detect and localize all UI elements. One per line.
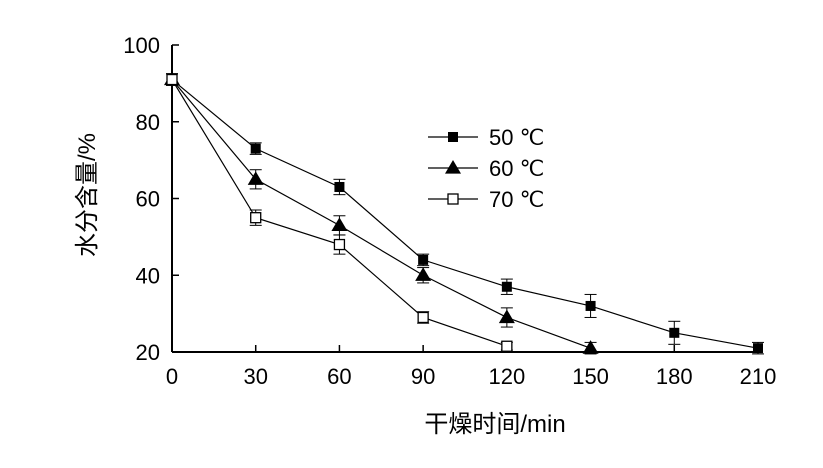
legend-marker bbox=[445, 160, 461, 174]
data-point bbox=[250, 212, 262, 224]
legend-item-2: 70 ℃ bbox=[428, 187, 544, 212]
legend-item-0: 50 ℃ bbox=[428, 125, 544, 150]
data-point bbox=[166, 73, 178, 86]
series-line bbox=[171, 79, 591, 349]
data-point bbox=[501, 340, 513, 352]
x-tick-label: 210 bbox=[740, 364, 777, 389]
series-line bbox=[171, 79, 759, 349]
data-point bbox=[582, 340, 599, 354]
x-tick-label: 0 bbox=[166, 364, 178, 389]
x-tick-label: 90 bbox=[411, 364, 435, 389]
x-ticks: 0 30 60 90 120 150 180 210 bbox=[166, 345, 776, 389]
series-1 bbox=[164, 71, 599, 355]
legend-label: 60 ℃ bbox=[489, 156, 544, 181]
data-point bbox=[331, 217, 348, 231]
x-tick-label: 30 bbox=[243, 364, 267, 389]
data-point bbox=[753, 343, 763, 354]
y-axis-title: 水分含量/% bbox=[74, 133, 101, 257]
x-axis-title: 干燥时间/min bbox=[424, 411, 565, 438]
legend: 50 ℃ 60 ℃ 70 ℃ bbox=[428, 125, 544, 212]
y-tick-label: 80 bbox=[136, 110, 160, 135]
y-ticks: 20 40 60 80 100 bbox=[123, 33, 179, 365]
x-tick-label: 120 bbox=[488, 364, 525, 389]
x-tick-label: 60 bbox=[327, 364, 351, 389]
data-point bbox=[669, 327, 680, 338]
legend-item-1: 60 ℃ bbox=[428, 156, 544, 181]
series-2 bbox=[166, 73, 513, 352]
data-point bbox=[498, 309, 515, 324]
data-point bbox=[333, 238, 346, 251]
data-point bbox=[250, 143, 261, 154]
legend-label: 50 ℃ bbox=[489, 125, 544, 150]
data-point bbox=[501, 281, 512, 292]
y-tick-label: 20 bbox=[136, 340, 160, 365]
series-line bbox=[171, 79, 508, 347]
x-tick-label: 150 bbox=[572, 364, 609, 389]
data-point bbox=[334, 181, 345, 192]
x-tick-label: 180 bbox=[656, 364, 693, 389]
data-point bbox=[247, 171, 264, 185]
data-point bbox=[418, 254, 429, 265]
data-point bbox=[417, 311, 429, 324]
y-tick-label: 40 bbox=[136, 263, 160, 288]
data-point bbox=[585, 300, 596, 311]
y-tick-label: 100 bbox=[123, 33, 160, 58]
legend-marker bbox=[447, 193, 459, 205]
legend-label: 70 ℃ bbox=[489, 187, 544, 212]
data-point bbox=[415, 267, 432, 281]
series-layer bbox=[164, 71, 764, 355]
legend-marker bbox=[448, 132, 458, 142]
y-tick-label: 60 bbox=[136, 187, 160, 212]
